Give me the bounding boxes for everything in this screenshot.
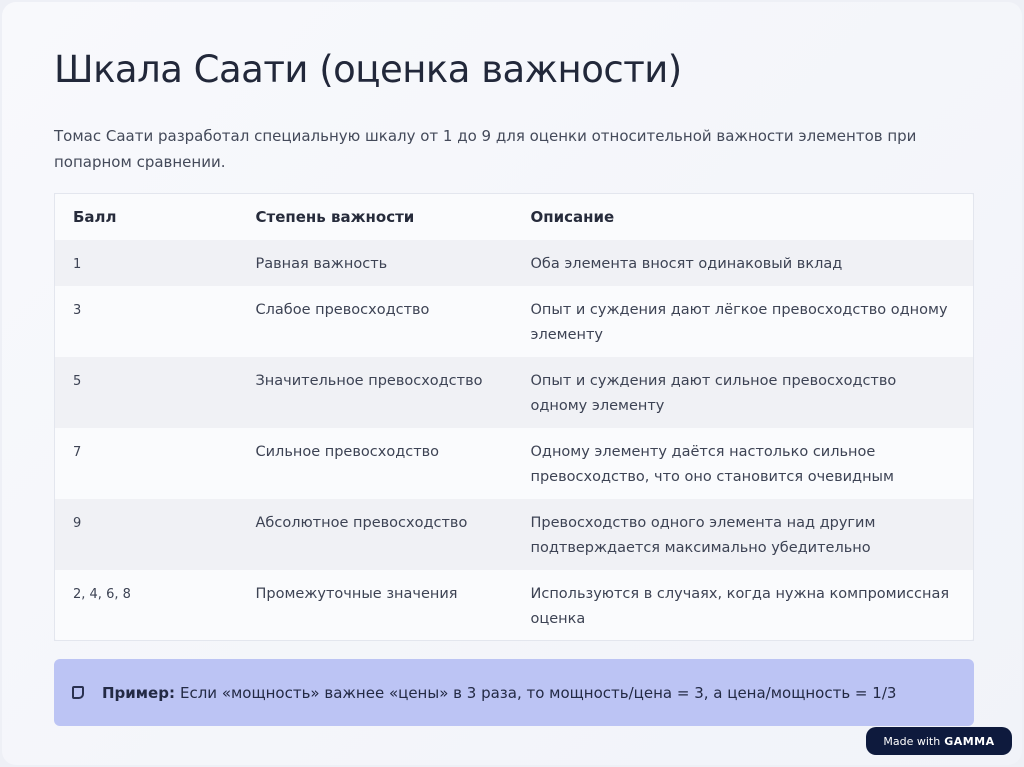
table-row: 3 Слабое превосходство Опыт и суждения даю… xyxy=(55,286,974,357)
table-header-row: Балл Степень важности Описание xyxy=(55,194,974,240)
example-text: Если «мощность» важнее «цены» в 3 раза, … xyxy=(179,683,897,702)
header-description: Описание xyxy=(530,207,615,226)
cell-description: Опыт и суждения дают лёгкое превосходств… xyxy=(530,301,948,343)
saaty-scale-table: Балл Степень важности Описание 1 Равная в… xyxy=(54,193,974,641)
table-row: 9 Абсолютное превосходство Превосходство о… xyxy=(54,498,974,570)
cell-description: Используются в случаях, когда нужна комп… xyxy=(530,585,950,627)
example-label: Пример: xyxy=(102,683,175,702)
cell-importance: Значительное превосходство xyxy=(255,372,483,389)
intro-text: Томас Саати разработал специальную шкалу… xyxy=(54,127,917,171)
example-callout: Пример: Если «мощность» важнее «цены» в … xyxy=(54,659,974,726)
header-importance: Степень важности xyxy=(255,207,415,226)
cell-score: 3 xyxy=(73,302,82,318)
cell-importance: Абсолютное превосходство xyxy=(255,514,468,531)
table-row: 2, 4, 6, 8 Промежуточные значения Использу… xyxy=(55,570,974,641)
cell-importance: Промежуточные значения xyxy=(255,585,458,602)
gamma-logo: GAMMA xyxy=(944,734,995,748)
header-score: Балл xyxy=(73,207,117,226)
table-row: 7 Сильное превосходство Одному элементу да… xyxy=(55,428,974,499)
cell-score: 1 xyxy=(73,256,82,272)
cell-score: 9 xyxy=(73,515,82,531)
cell-score: 5 xyxy=(73,373,82,389)
badge-prefix: Made with xyxy=(883,734,941,748)
cell-importance: Равная важность xyxy=(255,255,388,272)
cell-importance: Слабое превосходство xyxy=(255,301,430,318)
cell-importance: Сильное превосходство xyxy=(255,443,440,460)
table-row: 1 Равная важность Оба элемента вносят один… xyxy=(54,239,974,286)
cell-description: Одному элементу даётся настолько сильное… xyxy=(530,443,894,485)
note-icon xyxy=(72,686,84,699)
cell-score: 2, 4, 6, 8 xyxy=(73,586,131,602)
cell-score: 7 xyxy=(73,444,82,460)
page-title: Шкала Саати (оценка важности) xyxy=(54,48,682,91)
cell-description: Оба элемента вносят одинаковый вклад xyxy=(530,255,843,272)
table-row: 5 Значительное превосходство Опыт и сужден… xyxy=(54,356,974,428)
cell-description: Опыт и суждения дают сильное превосходст… xyxy=(530,372,897,414)
cell-description: Превосходство одного элемента над другим… xyxy=(530,514,876,556)
made-with-gamma-badge[interactable]: Made with GAMMA xyxy=(866,727,1012,755)
